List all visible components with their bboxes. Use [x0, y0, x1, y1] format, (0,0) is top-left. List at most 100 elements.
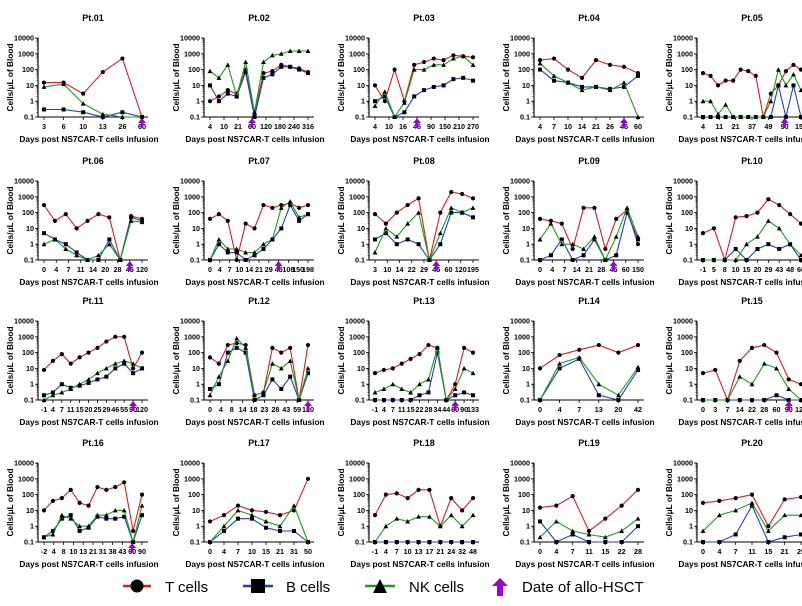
point-nk [798, 512, 802, 518]
panel-title: Pt.01 [82, 13, 104, 23]
point-nk [616, 392, 621, 398]
x-tick-label: 48 [469, 547, 477, 556]
x-tick-label: 4 [558, 405, 562, 414]
x-tick-label: 180 [274, 122, 286, 131]
point-b [50, 390, 55, 395]
y-tick-label: 10 [685, 224, 693, 233]
y-tick-label: 0.1 [190, 256, 200, 265]
point-b [107, 237, 112, 242]
point-nk [77, 381, 83, 387]
point-t [579, 75, 585, 80]
series-nk-line [209, 337, 309, 401]
x-tick-label: 15 [601, 547, 609, 556]
point-nk [50, 392, 56, 398]
x-tick-label: 14 [396, 265, 404, 274]
point-nk [635, 114, 641, 119]
point-b [270, 377, 275, 382]
point-t [41, 80, 47, 85]
x-tick-label: 50 [304, 547, 312, 556]
point-t [221, 513, 227, 518]
point-t [305, 342, 311, 348]
point-t [700, 500, 706, 505]
point-b [774, 393, 779, 398]
y-axis-label: Cells/μL of Blood [336, 43, 346, 111]
point-nk [593, 84, 599, 89]
x-tick-label: 15 [76, 405, 84, 414]
y-tick-label: 10000 [345, 177, 365, 186]
point-b [390, 398, 395, 402]
x-tick-label: 32 [458, 547, 466, 556]
x-tick-label: 133 [467, 405, 479, 414]
point-t [405, 496, 410, 501]
point-nk [559, 241, 565, 247]
x-tick-label: 4 [52, 547, 56, 556]
y-tick-label: 1000 [514, 332, 530, 341]
y-tick-label: 0.1 [24, 396, 34, 405]
y-tick-label: 10000 [14, 34, 34, 43]
point-nk [421, 67, 427, 72]
y-axis-label: Cells/μL of Blood [501, 326, 511, 394]
x-tick-label: -1 [372, 405, 378, 414]
legend-t-cells: T cells [123, 579, 208, 596]
y-tick-label: 1 [526, 240, 530, 249]
point-nk [372, 103, 378, 108]
y-tick-label: 0.1 [190, 538, 200, 547]
x-tick-label: 150 [795, 122, 802, 131]
series-b-line [44, 108, 143, 118]
point-nk [602, 257, 608, 262]
x-tick-label: 198 [302, 265, 314, 274]
point-b [471, 540, 475, 544]
point-t [431, 56, 436, 61]
x-tick-label: 90 [138, 547, 146, 556]
point-b [122, 361, 127, 366]
y-tick-label: 10000 [180, 34, 200, 43]
y-tick-label: 10000 [673, 34, 693, 43]
x-tick-label: 10 [732, 265, 740, 274]
point-nk [635, 234, 641, 239]
panel-title: Pt.08 [413, 156, 435, 166]
point-nk [602, 534, 608, 540]
point-t [470, 496, 476, 501]
x-tick-label: 4 [550, 265, 554, 274]
point-b [438, 540, 443, 544]
point-b [120, 110, 125, 115]
point-t [449, 189, 454, 195]
x-tick-label: 4 [717, 547, 721, 556]
point-b [278, 528, 282, 533]
point-nk [570, 241, 576, 247]
y-tick-label: 0.1 [520, 538, 530, 547]
x-axis-label: Days post NS7CAR-T cells infusion [678, 277, 802, 287]
point-b [616, 398, 621, 402]
panel-title: Pt.19 [578, 438, 600, 448]
point-b [288, 64, 293, 69]
x-tick-label: 108 [282, 265, 294, 274]
point-nk [443, 397, 449, 402]
point-t [619, 503, 624, 508]
series-nk-line [43, 505, 143, 545]
y-tick-label: 1000 [677, 49, 693, 58]
point-b [435, 350, 440, 355]
y-axis-label: Cells/μL of Blood [171, 326, 181, 394]
series-b-line [539, 358, 639, 401]
point-nk [225, 246, 231, 251]
point-b [122, 514, 127, 519]
x-tick-label: 31 [99, 547, 107, 556]
x-tick-label: 90 [460, 405, 468, 414]
point-t [113, 484, 118, 490]
point-b [636, 367, 640, 372]
point-t [723, 78, 728, 83]
point-t [399, 361, 404, 366]
point-nk [537, 60, 543, 66]
point-nk [700, 528, 706, 533]
x-tick-label: 4 [51, 405, 55, 414]
point-t [715, 83, 721, 88]
series-b-line [209, 347, 309, 402]
point-b [129, 215, 134, 220]
y-tick-label: 1 [361, 522, 365, 531]
point-b [261, 75, 266, 80]
point-nk [225, 358, 231, 363]
point-t [382, 99, 387, 104]
point-nk [139, 219, 145, 225]
point-b [208, 386, 212, 391]
